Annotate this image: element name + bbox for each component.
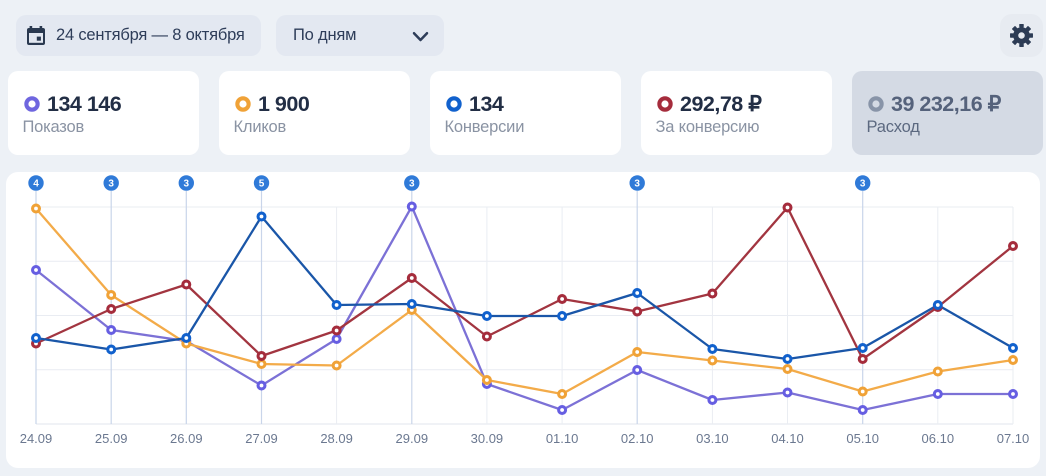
- svg-text:04.10: 04.10: [771, 431, 804, 446]
- svg-text:28.09: 28.09: [320, 431, 353, 446]
- svg-text:25.09: 25.09: [95, 431, 128, 446]
- svg-text:3: 3: [184, 179, 190, 190]
- svg-text:05.10: 05.10: [846, 431, 879, 446]
- svg-text:3: 3: [409, 179, 415, 190]
- svg-text:01.10: 01.10: [546, 431, 579, 446]
- svg-text:02.10: 02.10: [621, 431, 654, 446]
- svg-text:29.09: 29.09: [396, 431, 429, 446]
- svg-text:3: 3: [634, 179, 640, 190]
- svg-text:30.09: 30.09: [471, 431, 504, 446]
- svg-text:4: 4: [33, 179, 39, 190]
- svg-text:27.09: 27.09: [245, 431, 278, 446]
- svg-text:5: 5: [259, 179, 265, 190]
- svg-text:3: 3: [108, 179, 114, 190]
- svg-text:07.10: 07.10: [997, 431, 1030, 446]
- svg-text:26.09: 26.09: [170, 431, 203, 446]
- svg-text:24.09: 24.09: [20, 431, 53, 446]
- svg-text:03.10: 03.10: [696, 431, 729, 446]
- svg-text:06.10: 06.10: [922, 431, 955, 446]
- svg-text:3: 3: [860, 179, 866, 190]
